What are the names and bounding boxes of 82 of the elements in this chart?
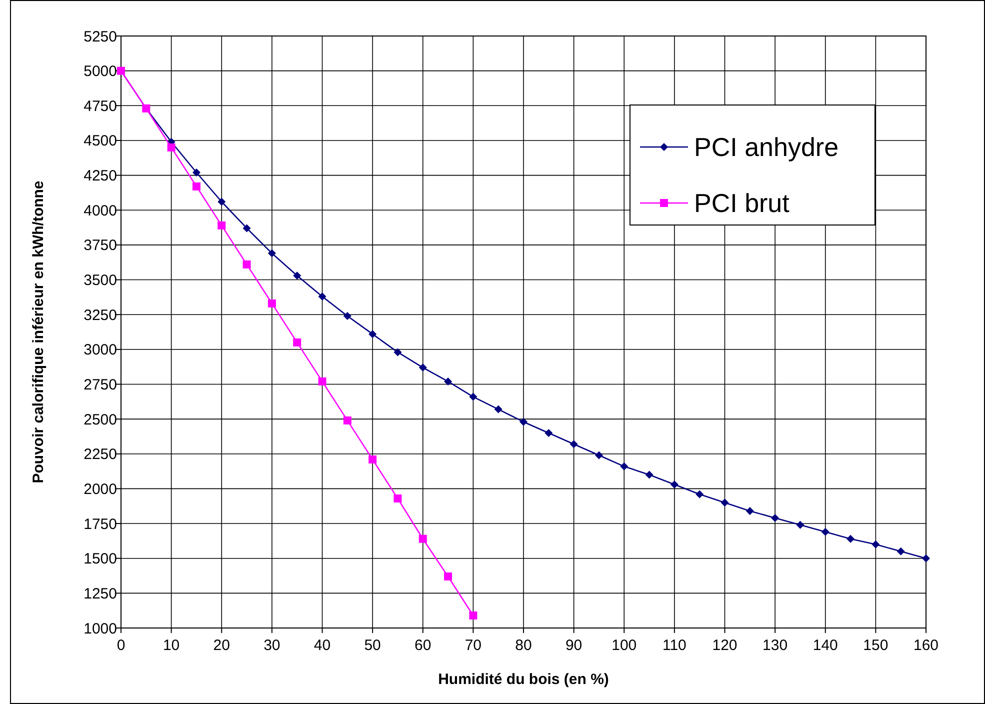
point xyxy=(821,528,830,536)
point xyxy=(394,494,402,502)
legend-label: PCI brut xyxy=(694,188,790,218)
y-tick-label: 3000 xyxy=(84,342,117,359)
point xyxy=(418,364,427,372)
y-tick-label: 2250 xyxy=(84,446,117,464)
x-tick-label: 60 xyxy=(414,637,432,654)
x-tick-label: 0 xyxy=(116,637,126,654)
point xyxy=(570,440,578,448)
point xyxy=(720,498,729,507)
x-tick-label: 100 xyxy=(612,637,637,654)
point xyxy=(494,405,502,414)
point xyxy=(696,490,704,498)
point xyxy=(242,224,251,232)
point xyxy=(620,462,628,470)
x-tick-label: 10 xyxy=(162,637,180,654)
point xyxy=(167,143,176,152)
x-tick-label: 140 xyxy=(812,637,838,654)
x-axis-title: Humidité du bois (en %) xyxy=(438,671,609,688)
x-tick-label: 120 xyxy=(712,637,738,654)
point xyxy=(343,312,352,320)
point xyxy=(796,520,804,529)
x-tick-label: 80 xyxy=(515,637,532,654)
point xyxy=(922,554,930,562)
point xyxy=(218,221,226,230)
y-tick-label: 5250 xyxy=(84,28,117,46)
point xyxy=(444,572,452,580)
point xyxy=(846,534,855,543)
x-tick-label: 130 xyxy=(762,637,788,654)
point xyxy=(418,534,427,543)
y-tick-label: 4000 xyxy=(84,202,117,220)
point xyxy=(394,348,402,356)
y-axis-title: Pouvoir calorifique inférieur en kWh/tonne xyxy=(30,180,47,484)
x-tick-label: 90 xyxy=(565,637,582,654)
point xyxy=(771,514,780,522)
x-tick-label: 40 xyxy=(314,637,331,654)
point xyxy=(293,272,302,280)
point xyxy=(268,299,276,308)
x-tick-label: 20 xyxy=(213,637,230,654)
legend-label: PCI anhydre xyxy=(694,132,839,162)
x-tick-label: 110 xyxy=(662,637,686,654)
x-tick-label: 160 xyxy=(913,637,939,654)
y-tick-label: 4250 xyxy=(84,168,117,185)
point xyxy=(544,428,553,437)
y-tick-label: 3250 xyxy=(84,306,117,324)
x-tick-label: 150 xyxy=(863,637,888,654)
point xyxy=(192,182,200,190)
y-tick-label: 1250 xyxy=(84,585,117,602)
y-tick-label: 1500 xyxy=(84,550,117,568)
point xyxy=(444,377,452,386)
point xyxy=(218,198,226,206)
y-tick-label: 1000 xyxy=(84,620,117,638)
point xyxy=(469,611,478,620)
y-tick-label: 2000 xyxy=(84,480,117,498)
point xyxy=(520,418,528,426)
x-tick-label: 50 xyxy=(364,637,381,654)
x-tick-label: 30 xyxy=(264,637,280,654)
point xyxy=(242,260,251,268)
point xyxy=(746,506,754,515)
point xyxy=(318,292,326,300)
y-tick-label: 3500 xyxy=(84,272,117,290)
y-tick-label: 2750 xyxy=(84,376,117,394)
point xyxy=(368,455,377,464)
y-tick-label: 4750 xyxy=(84,98,117,115)
point xyxy=(469,392,478,401)
point xyxy=(368,330,377,338)
point xyxy=(293,338,302,346)
point xyxy=(192,168,200,177)
y-tick-label: 3750 xyxy=(84,237,117,254)
y-tick-label: 5000 xyxy=(84,63,117,80)
point xyxy=(872,540,880,548)
point xyxy=(896,547,905,556)
point xyxy=(645,470,654,479)
y-tick-label: 4500 xyxy=(84,132,117,150)
point xyxy=(318,377,326,386)
point xyxy=(268,249,276,258)
point xyxy=(343,416,352,424)
y-tick-label: 1750 xyxy=(84,516,117,533)
x-tick-label: 70 xyxy=(464,637,482,654)
y-tick-label: 2500 xyxy=(84,411,117,428)
point xyxy=(594,451,603,460)
point xyxy=(670,480,678,489)
